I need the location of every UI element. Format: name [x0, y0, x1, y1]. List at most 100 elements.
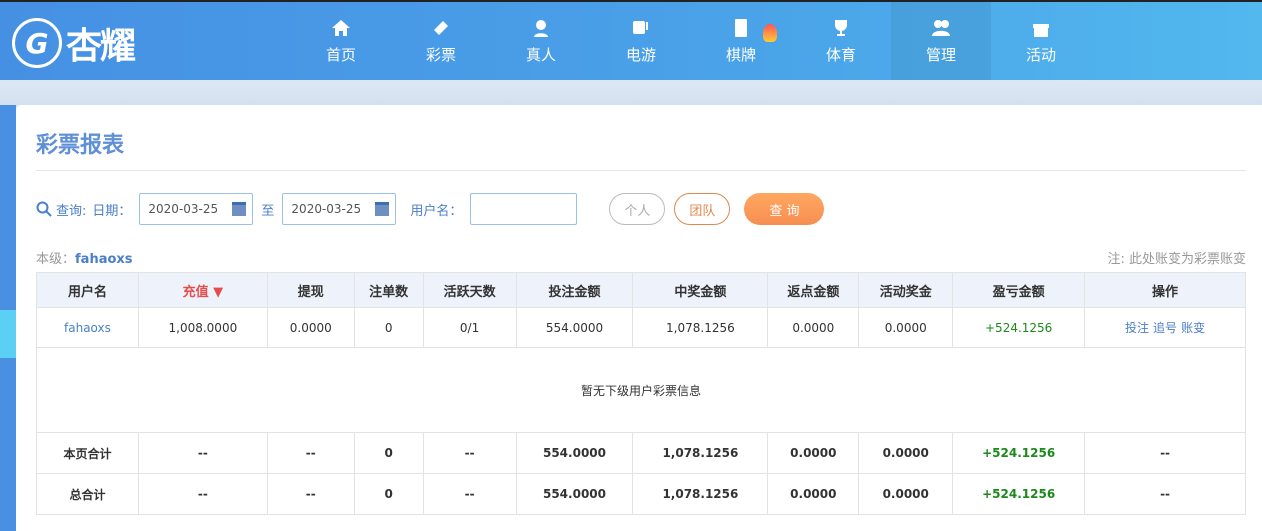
nav-label: 棋牌: [725, 45, 756, 64]
table-cell: 0/1: [422, 307, 517, 348]
search-button[interactable]: 查 询: [744, 193, 825, 225]
divider: [36, 170, 1246, 171]
note: 注: 此处账变为彩票账变: [1107, 252, 1246, 267]
table-cell: 554.0000: [515, 307, 634, 348]
table-cell: 0: [353, 473, 424, 515]
report-table: 用户名 充值 ▼ 提现 注单数 活跃天数 投注金额 中奖金额 返点金额 活动奖金 盈亏金额 操作 f…: [36, 272, 1246, 515]
table-cell: 0: [353, 432, 424, 474]
column-header: 投注金额: [515, 272, 634, 308]
gift-icon: [1033, 23, 1049, 37]
nav-item-3[interactable]: 电游: [591, 2, 691, 80]
column-header: 盈亏金额: [952, 272, 1086, 308]
table-cell: +524.1256: [952, 473, 1086, 515]
logo-text: 杏耀: [66, 26, 136, 67]
filter-bar: 查询: 日期： 2020-03-25 至 2020-03-25 用户名： 个人 …: [36, 193, 825, 225]
empty-row: 暂无下级用户彩票信息: [36, 347, 1246, 433]
sub-bar: [0, 80, 1262, 105]
action-link[interactable]: 投注: [1125, 321, 1150, 335]
nav-item-1[interactable]: 彩票: [391, 2, 491, 80]
table-cell: --: [1084, 473, 1246, 515]
nav-label: 管理: [925, 45, 956, 64]
level-user[interactable]: fahaoxs: [75, 252, 133, 267]
end-date-value: 2020-03-25: [291, 202, 362, 216]
logo-badge: G: [12, 18, 62, 68]
table-cell: 0.0000: [767, 432, 860, 474]
hot-icon: [763, 24, 777, 42]
nav-label: 活动: [1025, 45, 1056, 64]
calendar-icon[interactable]: [375, 202, 390, 216]
totals-row: 本页合计 -- -- 0 -- 554.0000 1,078.1256 0.0000 0.000…: [36, 432, 1246, 474]
table-cell: +524.1256: [952, 432, 1086, 474]
table-cell: 1,078.1256: [632, 432, 769, 474]
table-cell: 1,078.1256: [632, 473, 769, 515]
table-cell: 0.0000: [767, 473, 860, 515]
team-button[interactable]: 团队: [674, 193, 731, 225]
table-cell: --: [266, 473, 355, 515]
nav-item-0[interactable]: 首页: [291, 2, 391, 80]
nav-item-6[interactable]: 管理: [891, 2, 991, 80]
nav-label: 彩票: [425, 45, 456, 64]
table-cell: --: [137, 473, 268, 515]
sidebar-toggle[interactable]: [0, 310, 16, 358]
column-header: 注单数: [353, 272, 424, 308]
level-label: 本级：: [36, 252, 76, 267]
table-cell: 1,078.1256: [632, 307, 769, 348]
report-panel: 彩票报表 查询: 日期： 2020-03-25 至 2020-03-25 用户名…: [16, 105, 1262, 531]
users-icon: [932, 19, 950, 36]
empty-message: 暂无下级用户彩票信息: [36, 347, 1246, 433]
table-cell[interactable]: fahaoxs: [36, 307, 139, 348]
calendar-icon[interactable]: [232, 202, 247, 216]
action-link[interactable]: 追号: [1153, 321, 1178, 335]
column-header: 提现: [266, 272, 355, 308]
start-date-value: 2020-03-25: [148, 202, 219, 216]
trophy-icon: [835, 19, 847, 36]
end-date-input[interactable]: 2020-03-25: [282, 193, 397, 225]
column-header[interactable]: 充值 ▼: [137, 272, 268, 308]
table-cell: 本页合计: [36, 432, 139, 474]
table-cell: 554.0000: [515, 432, 634, 474]
table-cell: 0.0000: [266, 307, 355, 348]
mahjong-icon: [735, 18, 747, 37]
current-level: 本级：fahaoxs: [36, 248, 133, 267]
actions-cell: 投注 追号 账变: [1084, 307, 1246, 348]
column-header: 返点金额: [767, 272, 860, 308]
home-icon: [332, 19, 350, 36]
nav-item-5[interactable]: 体育: [791, 2, 891, 80]
nav-item-7[interactable]: 活动: [991, 2, 1091, 80]
column-header: 中奖金额: [632, 272, 769, 308]
table-cell: 0: [353, 307, 424, 348]
table-cell: --: [266, 432, 355, 474]
table-cell: --: [422, 473, 517, 515]
nav-label: 真人: [525, 45, 556, 64]
column-header: 用户名: [36, 272, 139, 308]
nav-item-4[interactable]: 棋牌: [691, 2, 791, 80]
nav-label: 电游: [625, 45, 656, 64]
start-date-input[interactable]: 2020-03-25: [139, 193, 254, 225]
nav-label: 体育: [825, 45, 856, 64]
table-cell: 0.0000: [767, 307, 860, 348]
table-cell: --: [422, 432, 517, 474]
action-link[interactable]: 账变: [1181, 321, 1206, 335]
nav-item-2[interactable]: 真人: [491, 2, 591, 80]
totals-row: 总合计 -- -- 0 -- 554.0000 1,078.1256 0.0000 0.0000…: [36, 473, 1246, 515]
personal-button[interactable]: 个人: [609, 193, 666, 225]
column-header: 活动奖金: [858, 272, 954, 308]
nav-label: 首页: [325, 45, 356, 64]
main-nav: 首页 彩票 真人 电游 棋牌 体育 管理 活动: [291, 2, 1091, 80]
column-header: 活跃天数: [422, 272, 517, 308]
page-title: 彩票报表: [36, 133, 125, 158]
slot-icon: [633, 20, 648, 34]
column-header: 操作: [1084, 272, 1246, 308]
search-icon: [36, 201, 52, 217]
username-input[interactable]: [470, 193, 578, 225]
table-cell: --: [137, 432, 268, 474]
top-border: [0, 0, 1262, 2]
sidebar: [0, 105, 16, 531]
table-cell: --: [1084, 432, 1246, 474]
logo[interactable]: G 杏耀: [12, 10, 157, 76]
table-cell: 0.0000: [858, 473, 954, 515]
ticket-icon: [434, 20, 448, 35]
table-cell: 1,008.0000: [137, 307, 268, 348]
dealer-icon: [534, 19, 548, 37]
table-row: fahaoxs 1,008.0000 0.0000 0 0/1 554.0000 1,078…: [36, 307, 1246, 348]
